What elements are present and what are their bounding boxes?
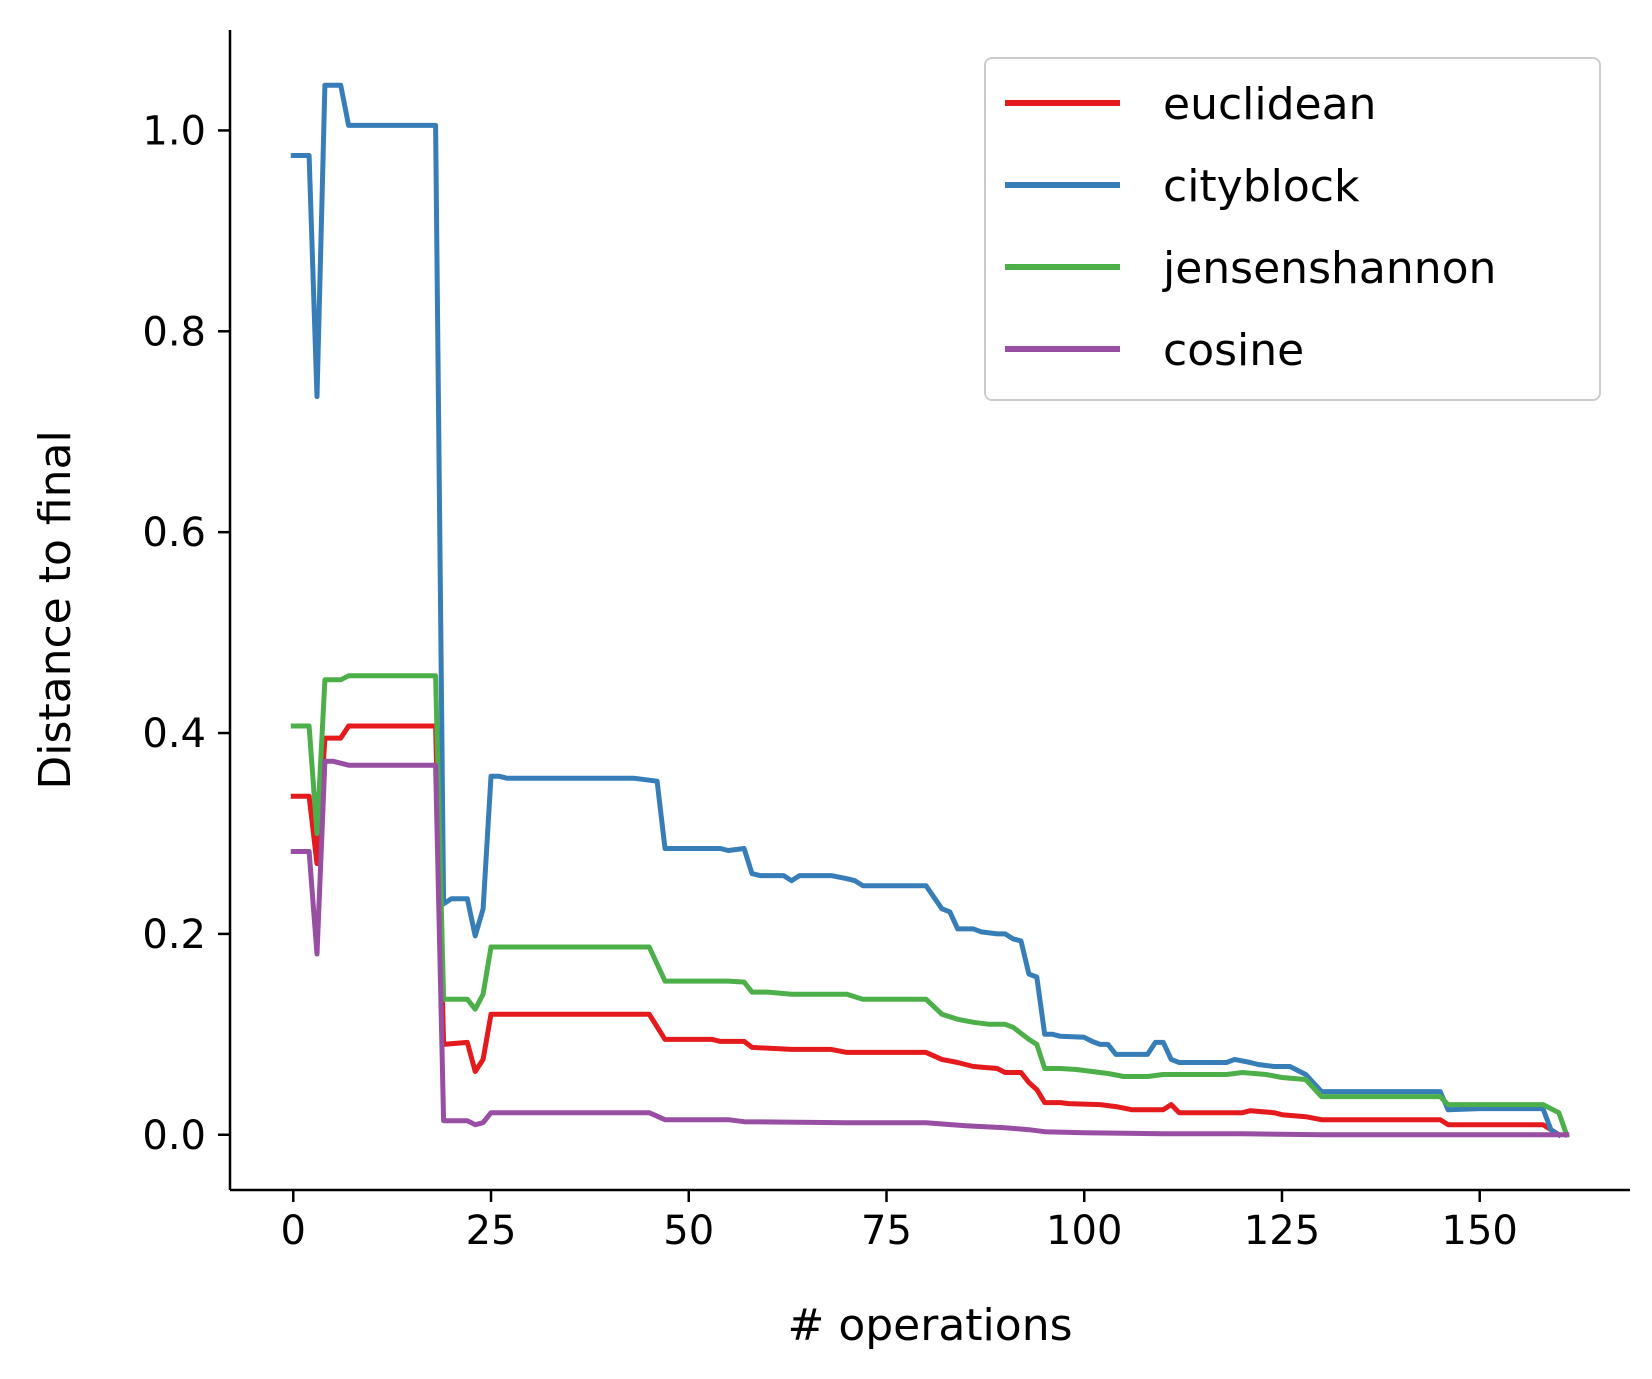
y-tick-label: 0.6 bbox=[142, 510, 206, 556]
y-tick-label: 0.4 bbox=[142, 711, 206, 757]
x-tick-label: 100 bbox=[1046, 1208, 1122, 1254]
series-line-cosine bbox=[290, 758, 1570, 1138]
legend-item-cosine: cosine bbox=[1005, 325, 1304, 376]
legend-item-jensenshannon: jensenshannon bbox=[1005, 243, 1496, 294]
x-axis-ticks: 0 25 50 75 100 125 150 bbox=[281, 1190, 1518, 1254]
y-axis-label: Distance to final bbox=[30, 430, 81, 789]
legend-item-euclidean: euclidean bbox=[1005, 79, 1376, 130]
x-tick-label: 50 bbox=[663, 1208, 714, 1254]
x-tick-label: 75 bbox=[861, 1208, 912, 1254]
y-tick-label: 0.0 bbox=[142, 1113, 206, 1159]
series-line-euclidean bbox=[290, 723, 1563, 1139]
x-tick-label: 0 bbox=[281, 1208, 306, 1254]
y-tick-label: 0.2 bbox=[142, 912, 206, 958]
legend-label: jensenshannon bbox=[1162, 243, 1496, 294]
legend-label: cityblock bbox=[1163, 161, 1360, 212]
legend-box bbox=[984, 57, 1601, 401]
series-line-jensenshannon bbox=[290, 673, 1570, 1138]
series-layer bbox=[290, 82, 1570, 1139]
y-tick-label: 1.0 bbox=[142, 108, 206, 154]
y-tick-label: 0.8 bbox=[142, 309, 206, 355]
series-line-cityblock bbox=[290, 82, 1563, 1139]
x-tick-label: 150 bbox=[1442, 1208, 1518, 1254]
x-tick-label: 125 bbox=[1244, 1208, 1320, 1254]
y-axis-ticks: 0.0 0.2 0.4 0.6 0.8 1.0 bbox=[142, 108, 230, 1159]
legend-items: euclidean cityblock jensenshannon cosine bbox=[1005, 79, 1496, 376]
legend: euclidean cityblock jensenshannon cosine bbox=[984, 57, 1601, 401]
legend-label: cosine bbox=[1163, 325, 1304, 376]
legend-item-cityblock: cityblock bbox=[1005, 161, 1360, 212]
x-axis-label: # operations bbox=[787, 1300, 1072, 1351]
legend-label: euclidean bbox=[1163, 79, 1376, 130]
x-tick-label: 25 bbox=[466, 1208, 517, 1254]
